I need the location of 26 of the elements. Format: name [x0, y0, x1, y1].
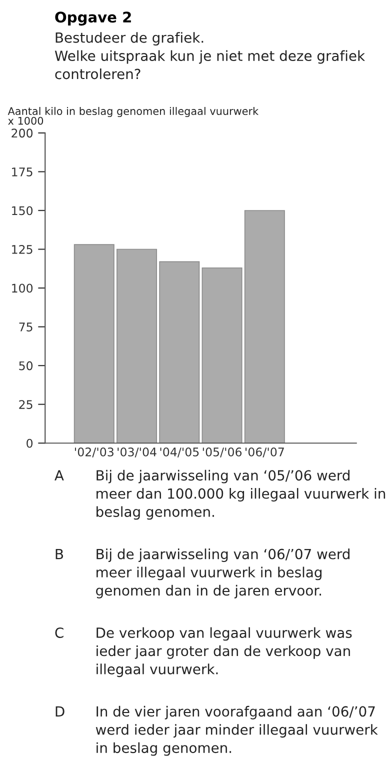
bar: [74, 244, 114, 444]
text: A Bij de jaarwisseling van ‘05/’06 werd meer dan 100.000 kg illegaal vuurwerk in beslag genomen.: [54, 470, 386, 520]
bar: [159, 261, 200, 444]
text: C De verkoop van legaal vuurwerk was ieder jaar groter dan de verkoop van illegaal vuurwerk.: [55, 627, 352, 678]
y-axis-title: Aantal kilo in beslag genomen illegaal vuurwerk x 1000: [8, 106, 259, 125]
y-tick-label: 100: [12, 284, 33, 293]
x-tick-label: '05/'06: [202, 447, 242, 458]
x-tick-label: '03/'04: [118, 447, 156, 458]
y-tick-label: 25: [19, 400, 32, 409]
bar: [244, 210, 285, 444]
text: B Bij de jaarwisseling van ‘06/’07 werd meer illegaal vuurwerk in beslag genomen dan in de jaren ervoor.: [56, 548, 350, 598]
x-tick-label: '02/'03: [75, 447, 114, 458]
y-tick-label: 75: [19, 322, 32, 332]
y-tick-label: 125: [12, 244, 32, 254]
bar: [202, 267, 242, 444]
y-tick-label: 200: [12, 128, 33, 138]
text: D In de vier jaren voorafgaand aan ‘06/’07 werd ieder jaar minder illegaal vuurwerk in beslag genomen.: [56, 706, 378, 756]
y-tick-label: 50: [19, 361, 33, 370]
bar: [116, 248, 158, 444]
x-tick-label: '04/'05: [160, 447, 199, 458]
chart-title: Opgave 2: [55, 12, 131, 26]
x-tick-label: '06/'07: [246, 447, 284, 458]
chart-subtitle: Bestudeer de grafiek. Welke uitspraak kun je niet met deze grafiek controleren?: [54, 32, 366, 80]
y-tick-label: 175: [12, 168, 32, 176]
y-tick-label: 0: [26, 438, 33, 448]
y-tick-label: 150: [12, 206, 33, 216]
